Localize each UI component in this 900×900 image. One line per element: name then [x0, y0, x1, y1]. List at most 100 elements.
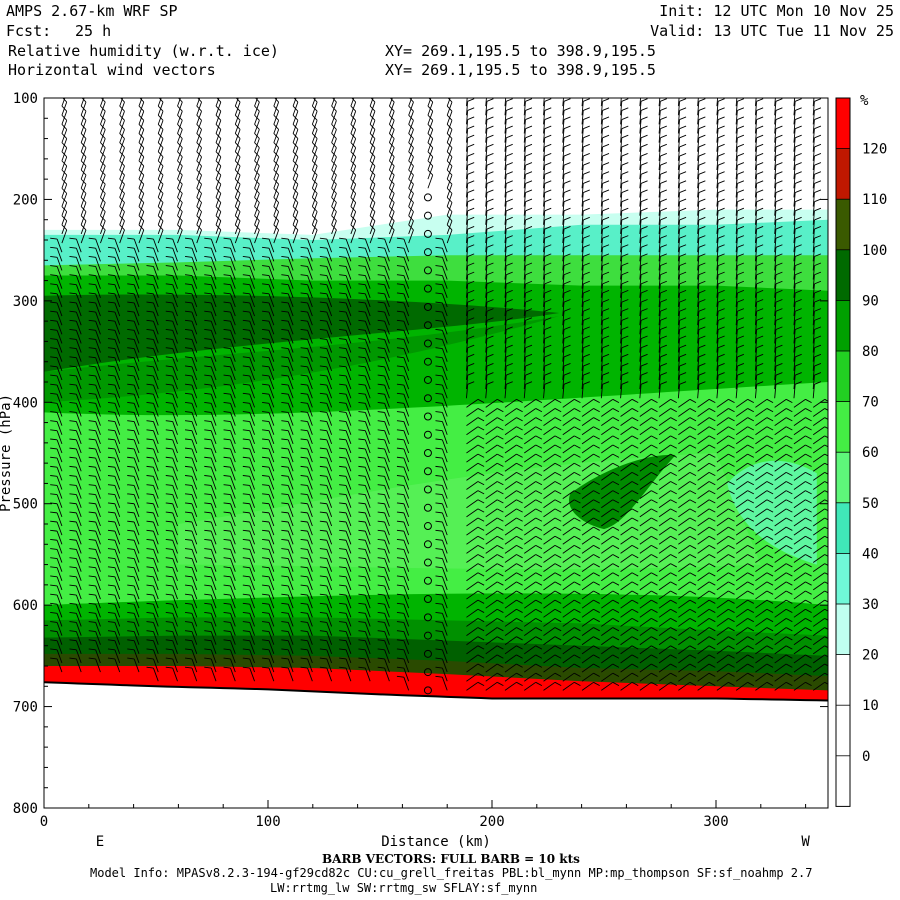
- barb-flag: [127, 566, 135, 569]
- wind-barb: [319, 411, 333, 426]
- wind-barb: [204, 493, 217, 508]
- barb-shaft: [485, 283, 488, 298]
- barb-shaft: [172, 613, 178, 627]
- barb-shaft: [307, 357, 313, 371]
- barb-flag: [165, 584, 173, 587]
- wind-barb: [69, 611, 82, 627]
- barb-flag: [204, 283, 212, 286]
- barb-flag: [273, 133, 279, 139]
- barb-shaft: [287, 321, 294, 335]
- wind-barb: [223, 538, 236, 554]
- barb-flag: [127, 383, 135, 386]
- barb-flag: [312, 197, 318, 203]
- barb-shaft: [114, 421, 121, 435]
- barb-shaft: [230, 302, 236, 317]
- barb-flag: [358, 265, 366, 267]
- barb-shaft: [364, 521, 371, 536]
- wind-barb: [262, 237, 275, 253]
- barb-shaft: [466, 581, 479, 591]
- barb-shaft: [254, 229, 260, 244]
- barb-shaft: [75, 348, 82, 362]
- wind-barb: [165, 392, 178, 408]
- barb-flag: [88, 502, 96, 505]
- wind-barb: [435, 548, 448, 563]
- barb-shaft: [287, 467, 294, 481]
- barb-shaft: [384, 667, 390, 682]
- barb-flag: [396, 365, 404, 368]
- barb-shaft: [287, 348, 294, 362]
- barb-flag: [496, 563, 504, 568]
- barb-flag: [496, 627, 504, 632]
- barb-shaft: [210, 530, 217, 545]
- wind-barb: [435, 274, 448, 289]
- wind-barb: [435, 310, 448, 326]
- barb-shaft: [466, 681, 479, 691]
- barb-flag: [435, 602, 443, 605]
- wind-barb: [254, 224, 260, 244]
- wind-barb: [127, 502, 140, 518]
- barb-flag: [273, 114, 279, 121]
- barb-shaft: [466, 444, 479, 454]
- wind-barb: [165, 301, 178, 317]
- barb-flag: [331, 160, 337, 167]
- wind-barb: [396, 584, 410, 600]
- barb-flag: [358, 630, 366, 632]
- barb-shaft: [287, 339, 294, 353]
- wind-barb: [88, 283, 101, 298]
- barb-shaft: [230, 275, 236, 289]
- barb-flag: [331, 114, 337, 121]
- barb-shaft: [230, 613, 236, 627]
- barb-shaft: [307, 476, 313, 490]
- barb-shaft: [114, 321, 121, 335]
- barb-shaft: [364, 613, 371, 627]
- calm-circle: [423, 467, 432, 476]
- barb-flag: [242, 383, 250, 386]
- barb-shaft: [403, 430, 410, 445]
- barb-flag: [50, 648, 58, 651]
- wind-barb: [262, 657, 275, 673]
- wind-barb: [50, 283, 63, 298]
- barb-flag: [61, 114, 68, 121]
- wind-barb: [396, 356, 410, 371]
- wind-barb: [300, 383, 313, 399]
- barb-flag: [486, 299, 494, 303]
- barb-shaft: [249, 439, 255, 454]
- barb-shaft: [403, 521, 410, 536]
- wind-barb: [396, 319, 410, 335]
- barb-flag: [242, 438, 250, 441]
- barb-flag: [146, 484, 154, 486]
- barb-flag: [369, 151, 376, 158]
- wind-barb: [504, 618, 523, 627]
- wind-barb: [88, 456, 101, 472]
- barb-flag: [235, 88, 240, 93]
- wind-barb: [485, 453, 504, 463]
- barb-flag: [435, 274, 443, 276]
- barb-shaft: [441, 321, 448, 335]
- barb-shaft: [345, 613, 352, 627]
- wind-barb: [262, 310, 275, 326]
- wind-barb: [262, 566, 275, 581]
- wind-barb: [184, 237, 198, 253]
- wind-barb: [466, 189, 475, 207]
- barb-shaft: [485, 302, 488, 317]
- barb-flag: [525, 153, 533, 157]
- barb-flag: [377, 338, 385, 340]
- barb-flag: [204, 338, 212, 340]
- barb-flag: [165, 529, 173, 532]
- barb-flag: [339, 365, 347, 368]
- barb-shaft: [403, 247, 410, 262]
- barb-shaft: [95, 247, 101, 262]
- barb-shaft: [287, 549, 294, 563]
- wind-barb: [300, 447, 313, 463]
- wind-barb: [69, 475, 82, 490]
- wind-barb: [377, 283, 390, 298]
- wind-barb: [319, 648, 333, 664]
- barb-shaft: [210, 257, 217, 271]
- barb-flag: [525, 171, 533, 175]
- wind-barb: [69, 566, 82, 581]
- barb-flag: [396, 347, 404, 350]
- wind-barb: [223, 338, 236, 353]
- wind-barb: [107, 456, 121, 472]
- barb-shaft: [191, 311, 198, 326]
- barb-flag: [506, 381, 513, 385]
